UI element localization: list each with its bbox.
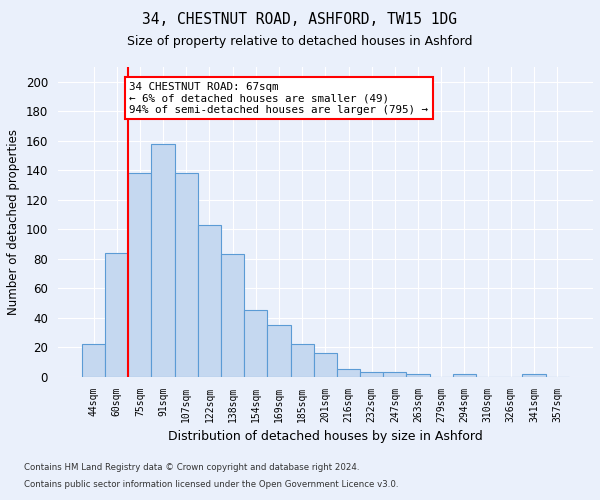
Bar <box>383 372 406 377</box>
X-axis label: Distribution of detached houses by size in Ashford: Distribution of detached houses by size … <box>168 430 483 443</box>
Text: Contains HM Land Registry data © Crown copyright and database right 2024.: Contains HM Land Registry data © Crown c… <box>24 464 359 472</box>
Bar <box>314 353 337 377</box>
Bar <box>128 173 151 377</box>
Bar <box>221 254 244 377</box>
Bar <box>82 344 105 377</box>
Bar <box>151 144 175 377</box>
Bar <box>105 253 128 377</box>
Text: Size of property relative to detached houses in Ashford: Size of property relative to detached ho… <box>127 35 473 48</box>
Text: Contains public sector information licensed under the Open Government Licence v3: Contains public sector information licen… <box>24 480 398 489</box>
Text: 34 CHESTNUT ROAD: 67sqm
← 6% of detached houses are smaller (49)
94% of semi-det: 34 CHESTNUT ROAD: 67sqm ← 6% of detached… <box>130 82 428 115</box>
Bar <box>406 374 430 377</box>
Bar <box>175 173 198 377</box>
Bar <box>453 374 476 377</box>
Bar <box>244 310 268 377</box>
Bar <box>523 374 545 377</box>
Bar <box>268 325 290 377</box>
Bar <box>198 225 221 377</box>
Bar <box>337 370 360 377</box>
Bar <box>360 372 383 377</box>
Y-axis label: Number of detached properties: Number of detached properties <box>7 129 20 315</box>
Bar <box>290 344 314 377</box>
Text: 34, CHESTNUT ROAD, ASHFORD, TW15 1DG: 34, CHESTNUT ROAD, ASHFORD, TW15 1DG <box>143 12 458 28</box>
